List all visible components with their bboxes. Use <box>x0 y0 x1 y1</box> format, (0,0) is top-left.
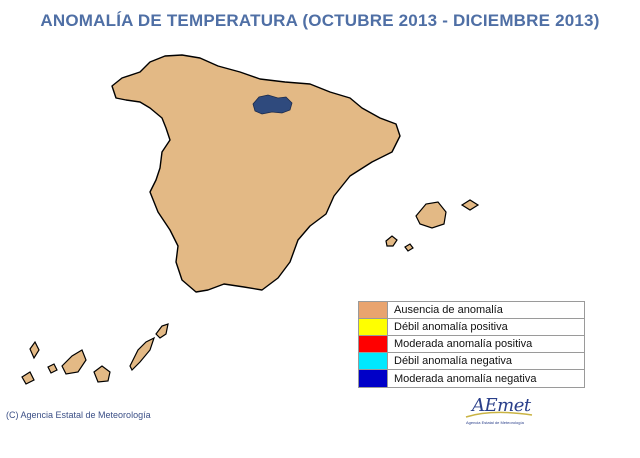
ibiza-island <box>385 235 398 247</box>
formentera-island <box>404 243 414 252</box>
la-palma-island <box>29 340 40 360</box>
fuerteventura-island <box>129 336 156 372</box>
legend-label: Moderada anomalía negativa <box>394 372 537 385</box>
logo-swoosh-icon <box>465 411 533 418</box>
legend-row: Débil anomalía negativa <box>359 353 584 370</box>
legend-row: Moderada anomalía negativa <box>359 370 584 387</box>
legend: Ausencia de anomalía Débil anomalía posi… <box>358 301 585 388</box>
map-title: ANOMALÍA DE TEMPERATURA (OCTUBRE 2013 - … <box>40 11 600 30</box>
legend-swatch <box>359 353 388 369</box>
legend-swatch <box>359 370 388 387</box>
copyright-notice: (C) Agencia Estatal de Meteorología <box>6 410 151 420</box>
peninsula-region <box>111 54 401 293</box>
logo-subtitle: Agencia Estatal de Meteorología <box>466 420 524 425</box>
legend-row: Ausencia de anomalía <box>359 302 584 319</box>
logo-text: AEmet <box>472 395 531 416</box>
mallorca-island <box>415 201 447 229</box>
legend-label: Ausencia de anomalía <box>394 304 503 316</box>
la-gomera-island <box>47 363 58 374</box>
legend-label: Débil anomalía negativa <box>394 355 513 367</box>
legend-row: Débil anomalía positiva <box>359 319 584 336</box>
legend-swatch <box>359 319 388 335</box>
menorca-island <box>460 199 480 211</box>
legend-label: Moderada anomalía positiva <box>394 338 533 350</box>
gran-canaria-island <box>93 365 111 383</box>
legend-swatch <box>359 302 388 318</box>
lanzarote-island <box>155 323 169 339</box>
legend-swatch <box>359 336 388 352</box>
legend-label: Débil anomalía positiva <box>394 321 508 333</box>
el-hierro-island <box>21 371 35 385</box>
la-rioja-region <box>252 94 293 115</box>
legend-row: Moderada anomalía positiva <box>359 336 584 353</box>
aemet-logo: AEmet Agencia Estatal de Meteorología <box>462 395 542 429</box>
tenerife-island <box>61 349 87 375</box>
